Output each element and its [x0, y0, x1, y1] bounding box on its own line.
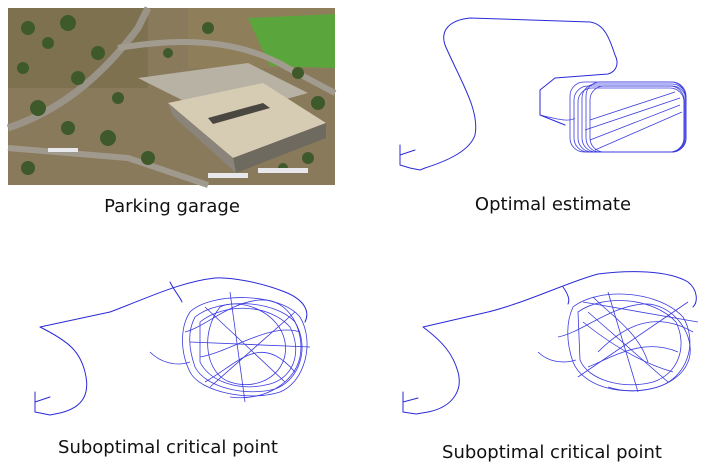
- aerial-photo-illustration: [6, 6, 337, 188]
- suboptimal-2-outline: [402, 271, 697, 415]
- optimal-trajectory-svg: [399, 17, 687, 171]
- caption-suboptimal-2: Suboptimal critical point: [442, 442, 662, 463]
- suboptimal-1-loops: [149, 291, 311, 403]
- optimal-loops: [539, 81, 687, 153]
- caption-optimal-estimate: Optimal estimate: [474, 194, 632, 215]
- optimal-estimate-plot: [390, 10, 710, 180]
- suboptimal-trajectory-svg-2: [402, 271, 699, 415]
- parking-garage-photo: [6, 6, 337, 188]
- caption-suboptimal-1: Suboptimal critical point: [58, 437, 278, 458]
- suboptimal-1-outline: [34, 277, 308, 416]
- suboptimal-2-loops: [537, 291, 699, 393]
- suboptimal-trajectory-svg-1: [34, 277, 311, 416]
- suboptimal-plot-1: [30, 262, 330, 422]
- optimal-trajectory-outline: [399, 17, 618, 171]
- caption-parking-garage: Parking garage: [104, 196, 240, 217]
- suboptimal-plot-2: [398, 262, 716, 427]
